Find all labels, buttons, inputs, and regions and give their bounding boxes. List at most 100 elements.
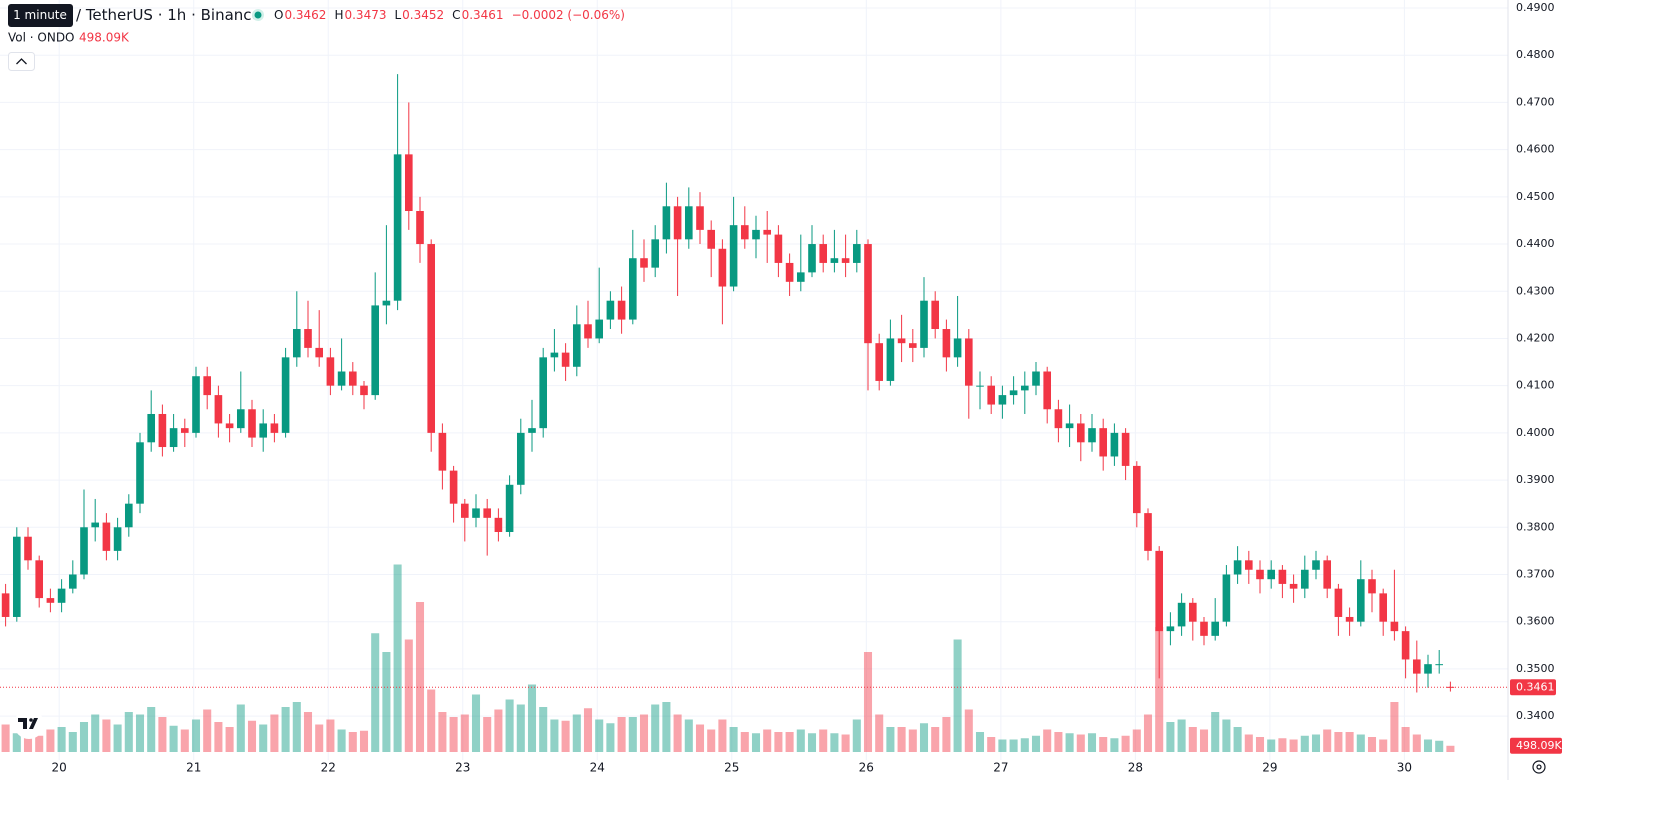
candle-body (808, 244, 816, 273)
candle-body (505, 484, 514, 532)
volume-bar (819, 729, 828, 752)
volume-bar (1423, 739, 1433, 752)
candle-body (438, 432, 447, 471)
candle-body (136, 442, 144, 504)
volume-bar (147, 707, 156, 752)
symbol-title[interactable]: / TetherUS · 1h · Binance (76, 6, 261, 24)
x-tick-label: 30 (1397, 761, 1412, 775)
volume-bar (1446, 745, 1455, 752)
candle-body (628, 258, 637, 320)
x-tick-label: 26 (859, 761, 874, 775)
candle-body (673, 206, 682, 240)
y-tick-label: 0.3900 (1516, 473, 1555, 486)
volume-bar (1087, 733, 1097, 752)
candle-body (124, 503, 133, 528)
candle-body (46, 598, 55, 603)
volume-bar (1334, 732, 1343, 752)
candle-body (483, 508, 492, 518)
volume-bar (1009, 739, 1018, 752)
last-price-tag (1510, 679, 1556, 696)
volume-bar (113, 724, 122, 752)
candle-body (427, 244, 436, 433)
volume-bar (1177, 719, 1186, 752)
candle-body (1200, 621, 1208, 636)
volume-bar (471, 694, 481, 752)
volume-bar (191, 719, 201, 752)
candle-body (259, 423, 268, 438)
volume-bar (270, 714, 279, 752)
candle-body (494, 517, 503, 532)
ohlc-value: 0.3452 (402, 8, 444, 22)
candle-body (102, 522, 111, 551)
candle-body (281, 357, 290, 433)
ohlc-legend: O 0.3462 H 0.3473 L 0.3452 C 0.3461 −0.0002 (−0.… (274, 8, 625, 22)
volume-bar (404, 639, 413, 752)
volume-bar (1188, 727, 1197, 752)
volume-bar (639, 714, 649, 752)
volume-bar (247, 720, 257, 752)
candle-body (68, 574, 77, 589)
volume-value: 498.09K (79, 31, 130, 45)
candle-body (617, 300, 626, 320)
candle-body (1099, 428, 1108, 457)
settings-icon[interactable] (1532, 760, 1546, 774)
volume-bar (964, 709, 973, 752)
candle-body (12, 536, 21, 617)
y-tick-label: 0.3400 (1516, 709, 1555, 722)
volume-bar (1043, 729, 1052, 752)
volume-bar (236, 704, 245, 752)
volume-bar (292, 702, 301, 752)
candle-body (460, 503, 469, 518)
volume-bar (1278, 738, 1287, 752)
candle-body (24, 536, 32, 561)
candle-body (1121, 432, 1130, 466)
status-dot (254, 11, 262, 19)
volume-bar (303, 712, 313, 752)
last-price-label: 0.3461 (1516, 680, 1555, 693)
volume-bar (886, 727, 895, 752)
candle-body (1412, 659, 1421, 674)
volume-bar (763, 729, 772, 752)
volume-bar (1166, 722, 1175, 752)
candle-body (214, 395, 223, 424)
candle-body (1076, 423, 1085, 443)
volume-bar (46, 729, 55, 752)
volume-bar (729, 727, 738, 752)
candle-body (393, 154, 402, 301)
ohlc-value: 0.3461 (462, 8, 504, 22)
volume-title: Vol · ONDO (8, 31, 75, 45)
volume-bar (1, 724, 10, 752)
volume-bar (1311, 734, 1321, 752)
volume-bar (875, 714, 884, 752)
candle-body (964, 338, 973, 386)
tooltip: 1 minute (13, 8, 67, 22)
volume-bar (203, 709, 212, 752)
x-tick-label: 22 (321, 761, 336, 775)
candle-body (1177, 602, 1186, 627)
candle-body (550, 352, 559, 358)
volume-bar (1020, 738, 1029, 752)
volume-bar (281, 707, 290, 752)
volume-bar (415, 602, 425, 752)
candle-body (752, 229, 760, 240)
volume-bar (371, 633, 380, 752)
candle-body (584, 324, 592, 339)
ohlc-value: 0.3473 (344, 8, 386, 22)
volume-bar (527, 684, 537, 752)
volume-bar (1390, 702, 1399, 752)
collapse-icon (16, 58, 27, 65)
collapse-button[interactable] (8, 52, 35, 71)
candle-body (819, 244, 828, 263)
volume-bar (1289, 739, 1298, 752)
y-tick-label: 0.3700 (1516, 567, 1555, 580)
volume-bar (393, 564, 402, 752)
x-tick-label: 27 (993, 761, 1008, 775)
volume-bar (908, 729, 917, 752)
volume-bar (628, 717, 637, 752)
candle-body (1345, 616, 1354, 622)
y-tick-label: 0.4400 (1516, 237, 1555, 250)
volume-bar (953, 639, 962, 752)
volume-bar (931, 727, 940, 752)
candle-body (1435, 664, 1444, 666)
ohlc-key: O (274, 8, 283, 22)
